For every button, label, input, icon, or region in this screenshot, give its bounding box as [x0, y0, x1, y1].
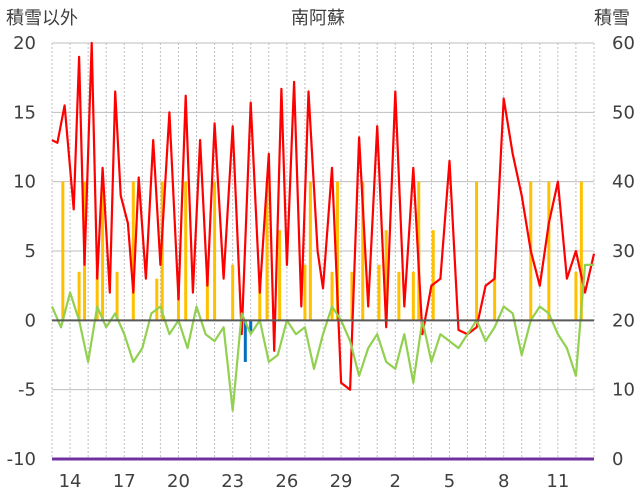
left-axis-label: 積雪以外 [6, 8, 78, 29]
bar [213, 181, 217, 321]
x-tick-label: 29 [330, 471, 353, 492]
chart-title: 南阿蘇 [291, 8, 345, 29]
left-tick-label: -5 [18, 380, 36, 401]
left-tick-label: 0 [25, 310, 36, 331]
bar [155, 278, 159, 321]
bar [579, 181, 583, 321]
right-tick-label: 20 [612, 310, 635, 331]
bar [350, 271, 354, 321]
x-tick-label: 26 [275, 471, 298, 492]
bar [265, 181, 269, 321]
bar [231, 264, 235, 321]
x-tick-label: 5 [444, 471, 455, 492]
bar [330, 271, 334, 321]
x-axis-tick-labels: 14 17 20 23 26 29 2 5 8 11 [59, 471, 570, 492]
bar [397, 271, 401, 321]
bar [184, 181, 188, 321]
left-axis-tick-labels: 20 15 10 5 0 -5 -10 [7, 33, 36, 470]
axes [52, 319, 594, 461]
right-tick-label: 0 [612, 449, 623, 470]
bar [131, 181, 135, 321]
bar [258, 271, 262, 321]
bar [61, 181, 65, 321]
bar [303, 264, 307, 321]
x-tick-label: 20 [167, 471, 190, 492]
bar [475, 181, 479, 321]
bar [278, 230, 282, 321]
left-tick-label: 10 [13, 172, 36, 193]
right-tick-label: 30 [612, 241, 635, 262]
bar [115, 271, 119, 321]
bar [431, 230, 435, 321]
x-tick-label: 2 [390, 471, 401, 492]
x-tick-label: 14 [59, 471, 82, 492]
bar [377, 264, 381, 321]
bar [249, 320, 253, 332]
right-tick-label: 10 [612, 380, 635, 401]
x-tick-label: 23 [221, 471, 244, 492]
bar [243, 320, 247, 362]
right-tick-label: 40 [612, 172, 635, 193]
green-series-line [50, 263, 594, 412]
bar [547, 181, 551, 321]
x-tick-label: 8 [498, 471, 509, 492]
bar [493, 271, 497, 321]
bar [77, 271, 81, 321]
bar [335, 181, 339, 321]
right-axis-label: 積雪 [594, 8, 630, 29]
line-series [50, 41, 596, 412]
bar [101, 181, 105, 321]
bar [95, 271, 99, 321]
bar [384, 230, 388, 321]
bar [308, 181, 312, 321]
x-tick-label: 17 [113, 471, 136, 492]
bar [411, 271, 415, 321]
left-tick-label: 5 [25, 241, 36, 262]
left-tick-label: 15 [13, 102, 36, 123]
red-series-line [51, 41, 596, 391]
x-tick-label: 11 [546, 471, 569, 492]
bar [205, 271, 209, 321]
left-tick-label: -10 [7, 449, 36, 470]
right-tick-label: 60 [612, 33, 635, 54]
right-tick-label: 50 [612, 102, 635, 123]
left-tick-label: 20 [13, 33, 36, 54]
bar [361, 181, 365, 321]
right-axis-tick-labels: 60 50 40 30 20 10 0 [612, 33, 635, 470]
bar [574, 271, 578, 321]
